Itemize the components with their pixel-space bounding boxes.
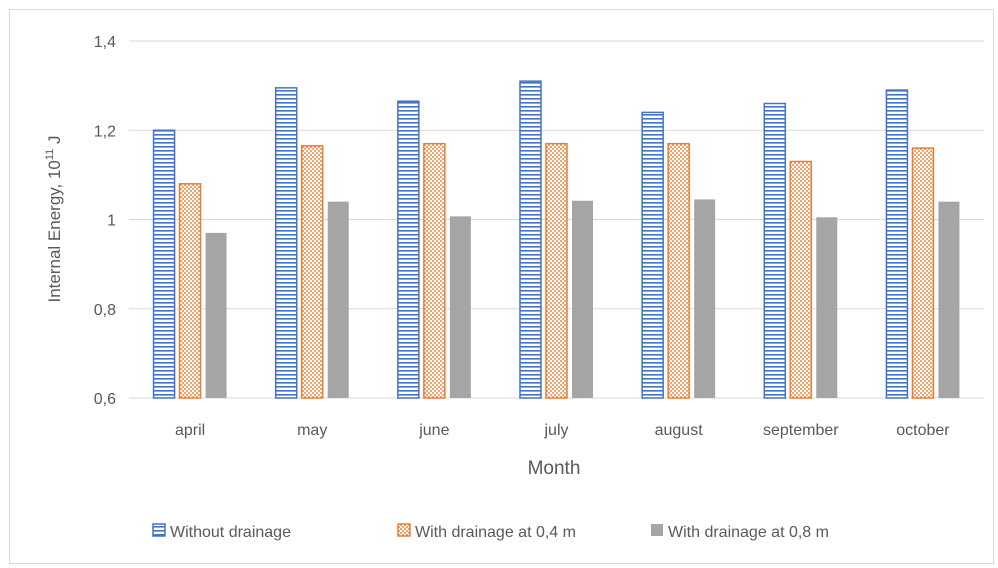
bar-1 bbox=[885, 89, 909, 399]
bar-chart: 0,6 0,8 1 1,2 1,4 april may june july august sept… bbox=[44, 34, 984, 541]
legend-swatch bbox=[397, 523, 411, 537]
legend-swatch bbox=[651, 524, 663, 536]
bar-1 bbox=[519, 80, 542, 399]
x-tick-label: june bbox=[418, 422, 449, 439]
legend-label: With drainage at 0,8 m bbox=[668, 524, 829, 541]
bar-3 bbox=[816, 217, 838, 398]
y-axis-label-exponent: 11 bbox=[44, 149, 56, 160]
bar-3 bbox=[449, 216, 471, 398]
bar-3 bbox=[694, 199, 716, 398]
legend-label: With drainage at 0,4 m bbox=[415, 524, 576, 541]
x-tick-label: july bbox=[543, 422, 568, 439]
bar-2 bbox=[545, 142, 568, 399]
bar-1 bbox=[397, 100, 420, 399]
bar-1 bbox=[641, 111, 664, 399]
bar-3 bbox=[327, 201, 349, 398]
y-axis-label-unit: J bbox=[45, 135, 64, 148]
bar-2 bbox=[178, 183, 202, 399]
bar-2 bbox=[911, 147, 935, 399]
x-tick-label: september bbox=[763, 422, 839, 439]
x-tick-label: october bbox=[896, 422, 950, 439]
y-tick-label: 1 bbox=[107, 213, 116, 230]
y-axis-label: Internal Energy, 1011 J bbox=[44, 135, 64, 302]
y-tick-labels: 0,6 0,8 1 1,2 1,4 bbox=[94, 34, 116, 408]
bar-2 bbox=[667, 142, 690, 399]
legend: Without drainage With drainage at 0,4 m Wi… bbox=[152, 523, 829, 541]
y-tick-label: 0,8 bbox=[94, 302, 116, 319]
bar-1 bbox=[274, 87, 298, 399]
bar-1 bbox=[763, 102, 787, 399]
bar-2 bbox=[789, 160, 813, 399]
legend-swatch bbox=[152, 523, 166, 537]
bar-3 bbox=[205, 232, 227, 398]
x-tick-labels: april may june july august september october bbox=[175, 422, 950, 439]
bar-3 bbox=[572, 200, 593, 398]
bar-1 bbox=[152, 129, 176, 399]
y-axis-label-main: Internal Energy, 10 bbox=[45, 160, 64, 302]
x-tick-label: august bbox=[655, 422, 704, 439]
x-tick-label: april bbox=[175, 422, 205, 439]
bar-3 bbox=[938, 201, 960, 398]
bar-2 bbox=[300, 145, 324, 399]
y-tick-label: 1,2 bbox=[94, 123, 116, 140]
bars bbox=[152, 80, 960, 399]
x-axis-label: Month bbox=[528, 458, 581, 479]
y-tick-label: 0,6 bbox=[94, 391, 116, 408]
bar-2 bbox=[423, 142, 446, 399]
y-tick-label: 1,4 bbox=[94, 34, 116, 51]
legend-label: Without drainage bbox=[170, 524, 291, 541]
x-tick-label: may bbox=[297, 422, 327, 439]
chart-frame: 0,6 0,8 1 1,2 1,4 april may june july august sept… bbox=[9, 9, 994, 564]
